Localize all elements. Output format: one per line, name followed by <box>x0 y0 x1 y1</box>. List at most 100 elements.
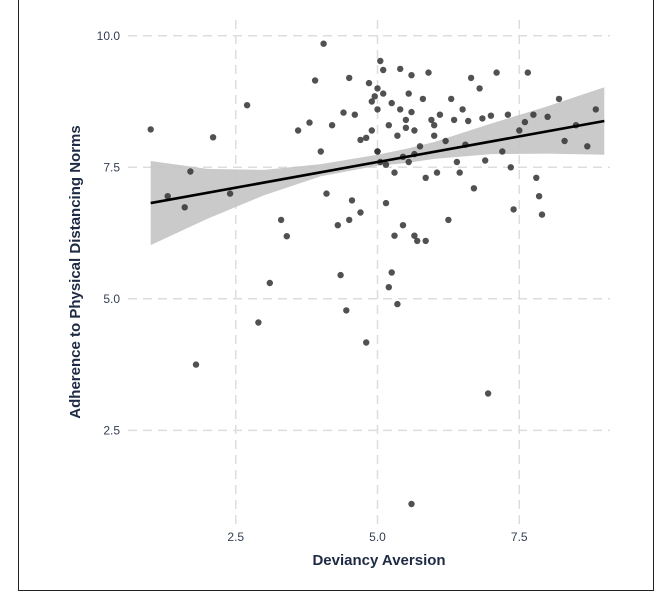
data-point-49 <box>391 232 398 239</box>
data-point-70 <box>431 132 438 139</box>
data-point-91 <box>504 111 512 118</box>
data-point-73 <box>442 137 449 145</box>
data-point-66 <box>422 174 429 181</box>
data-point-88 <box>487 112 495 119</box>
data-point-86 <box>482 157 489 164</box>
data-point-92 <box>507 164 514 171</box>
x-tick-label-2: 7.5 <box>511 530 528 544</box>
data-point-53 <box>399 222 407 229</box>
data-point-26 <box>351 111 358 118</box>
data-point-24 <box>346 216 353 224</box>
data-point-97 <box>530 111 537 118</box>
data-point-42 <box>382 199 390 207</box>
data-point-85 <box>479 115 486 122</box>
data-point-25 <box>348 197 356 204</box>
data-point-7 <box>243 102 251 109</box>
data-point-37 <box>374 106 381 113</box>
data-point-79 <box>459 106 466 113</box>
data-point-82 <box>467 74 475 82</box>
x-axis-title: Deviancy Aversion <box>312 552 445 569</box>
data-point-52 <box>397 65 404 73</box>
data-point-27 <box>357 209 364 216</box>
y-tick-label-3: 10.0 <box>97 29 121 43</box>
data-point-19 <box>334 222 341 229</box>
data-point-111 <box>374 148 381 155</box>
data-point-61 <box>411 127 418 134</box>
data-point-38 <box>377 57 384 65</box>
data-point-89 <box>493 69 500 76</box>
data-point-10 <box>277 216 285 224</box>
confidence-band <box>150 87 605 246</box>
data-point-75 <box>448 95 455 103</box>
y-tick-label-2: 7.5 <box>103 160 120 174</box>
data-point-105 <box>584 143 591 150</box>
data-point-57 <box>405 90 412 97</box>
data-point-69 <box>428 116 435 124</box>
data-point-51 <box>397 106 404 113</box>
data-point-56 <box>402 124 410 131</box>
data-point-68 <box>425 69 432 76</box>
data-point-3 <box>187 168 194 175</box>
x-tick-label-0: 2.5 <box>227 530 244 544</box>
y-axis-title: Adherence to Physical Distancing Norms <box>67 125 84 418</box>
data-point-15 <box>317 148 324 155</box>
data-point-48 <box>391 169 398 176</box>
data-point-4 <box>192 361 200 368</box>
x-tick-label-1: 5.0 <box>369 530 386 544</box>
data-point-110 <box>431 122 438 129</box>
data-points <box>147 40 599 508</box>
data-point-83 <box>470 185 478 192</box>
grid-lines <box>128 20 610 525</box>
data-point-103 <box>561 137 568 145</box>
data-point-60 <box>408 72 415 79</box>
data-point-45 <box>385 284 392 291</box>
data-point-55 <box>402 116 410 124</box>
data-point-109 <box>411 232 418 239</box>
data-point-90 <box>499 148 506 155</box>
data-point-0 <box>147 126 154 133</box>
data-point-94 <box>516 127 523 134</box>
data-point-72 <box>436 111 444 118</box>
data-point-6 <box>226 190 234 197</box>
data-point-43 <box>382 161 390 168</box>
data-point-16 <box>320 40 327 47</box>
x-axis-ticks: 2.5 5.0 7.5 <box>227 530 528 544</box>
regression-line <box>150 119 605 205</box>
data-point-77 <box>453 158 461 166</box>
data-point-29 <box>363 134 370 141</box>
data-point-95 <box>521 118 529 126</box>
y-tick-label-0: 2.5 <box>103 423 120 437</box>
data-point-58 <box>405 158 412 166</box>
data-point-12 <box>294 127 302 134</box>
data-point-17 <box>323 190 330 197</box>
data-point-98 <box>533 174 540 181</box>
data-point-63 <box>414 237 421 245</box>
data-point-40 <box>380 90 387 97</box>
data-point-74 <box>445 216 452 224</box>
data-point-96 <box>524 69 531 76</box>
data-point-5 <box>209 134 217 141</box>
figure-frame <box>18 0 654 591</box>
y-tick-label-1: 5.0 <box>103 292 120 306</box>
data-point-106 <box>592 106 599 113</box>
data-point-44 <box>385 122 392 129</box>
data-point-59 <box>408 108 415 116</box>
data-point-9 <box>266 279 273 287</box>
data-point-11 <box>283 233 290 240</box>
data-point-35 <box>374 85 381 92</box>
data-point-81 <box>465 117 472 125</box>
data-point-32 <box>368 127 375 134</box>
data-point-8 <box>255 319 262 326</box>
data-point-76 <box>450 116 458 124</box>
data-point-33 <box>368 98 375 105</box>
data-point-34 <box>371 93 378 100</box>
data-point-65 <box>419 95 427 103</box>
data-point-101 <box>544 113 551 121</box>
data-point-102 <box>555 95 563 103</box>
data-point-67 <box>422 237 429 245</box>
data-point-23 <box>346 74 353 82</box>
data-point-18 <box>328 122 336 129</box>
data-point-108 <box>394 300 401 308</box>
data-point-50 <box>394 132 401 139</box>
